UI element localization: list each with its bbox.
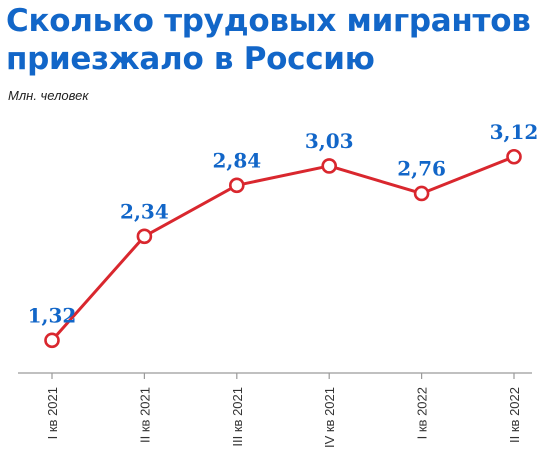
data-point — [506, 148, 522, 165]
data-label: 2,84 — [212, 148, 261, 172]
x-tick-label: I кв 2022 — [415, 387, 430, 439]
x-axis: I кв 2021 II кв 2021 III кв 2021 IV кв 2021… — [18, 372, 532, 448]
data-points — [44, 148, 522, 349]
series-line-layer — [50, 155, 516, 342]
x-tick-label: I кв 2021 — [45, 387, 60, 439]
data-point — [413, 185, 430, 202]
series-line — [50, 155, 516, 342]
data-label: 1,32 — [28, 303, 77, 327]
data-point — [229, 177, 245, 194]
chart-title: Сколько трудовых мигрантов приезжало в Р… — [6, 3, 531, 77]
data-labels: 1,32 2,34 2,84 3,03 2,76 3,12 — [28, 120, 538, 328]
chart-subtitle: Млн. человек — [8, 88, 89, 103]
data-label: 3,12 — [490, 120, 538, 144]
x-tick-label: II кв 2022 — [507, 387, 522, 443]
data-point — [136, 228, 153, 245]
data-label: 2,76 — [397, 156, 446, 180]
data-label: 3,03 — [305, 129, 354, 153]
data-point — [44, 332, 60, 349]
x-tick-label: III кв 2021 — [230, 387, 245, 447]
x-tick-label: II кв 2021 — [137, 387, 152, 443]
data-point — [321, 158, 338, 174]
data-label: 2,34 — [120, 199, 169, 223]
x-tick-label: IV кв 2021 — [322, 387, 337, 448]
